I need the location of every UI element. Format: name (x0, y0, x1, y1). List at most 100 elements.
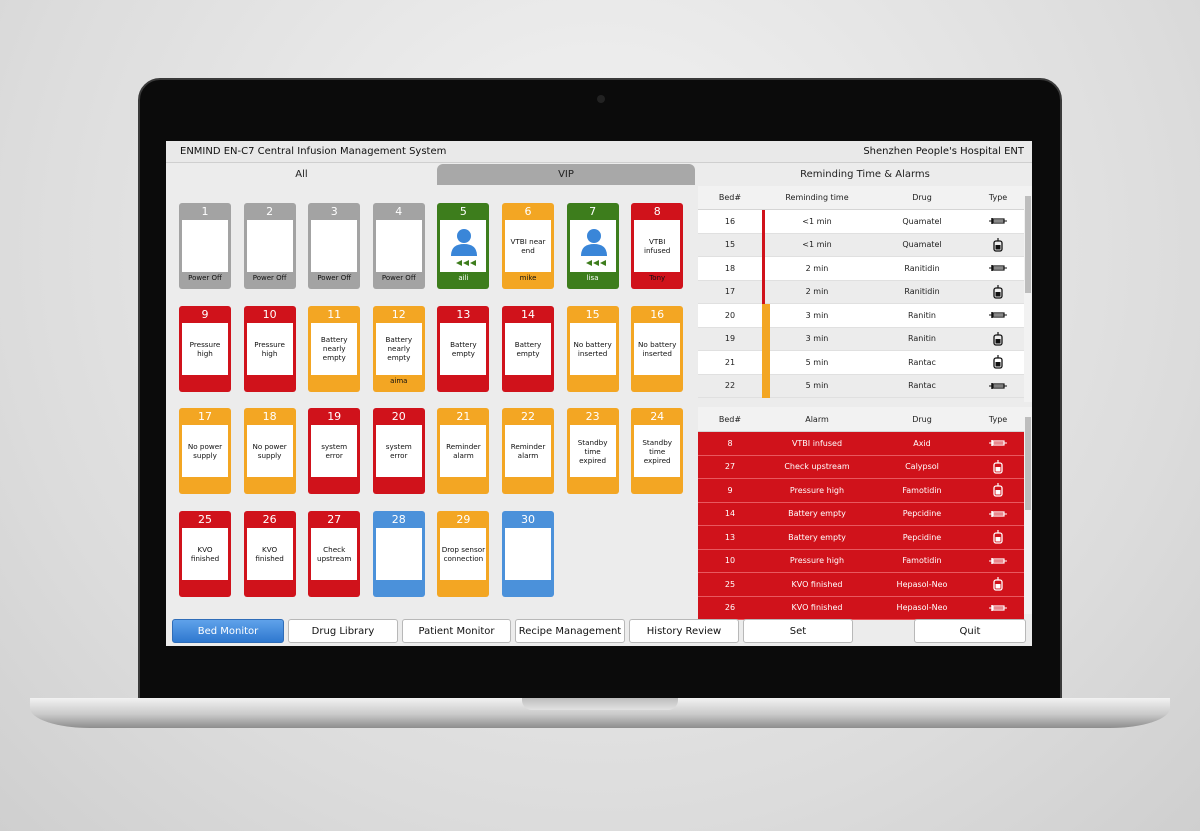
bed-card[interactable]: 16 No battery inserted (631, 305, 684, 392)
bed-card[interactable]: 20 system error (372, 408, 425, 494)
nav-button[interactable]: Quit (914, 619, 1026, 643)
cell-alarm: Check upstream (784, 462, 850, 472)
scroll-thumb[interactable] (1025, 196, 1031, 294)
table-row[interactable]: 17 2 min Ranitidin (698, 280, 1024, 304)
bed-body: No power supply (246, 425, 293, 477)
bed-card[interactable]: 25 KVO finished (179, 510, 231, 597)
bed-message: Standby time expired (642, 437, 673, 465)
scrollbar[interactable] (1024, 186, 1032, 402)
bed-message: No power supply (187, 442, 223, 460)
cell-alarm: Battery empty (788, 509, 846, 519)
bed-card[interactable]: 3 Power Off (308, 203, 361, 289)
scrollbar[interactable] (1024, 407, 1032, 614)
nav-button[interactable]: Drug Library (288, 619, 398, 643)
bed-card[interactable]: 24 Standby time expired (631, 408, 684, 494)
bed-card[interactable]: 5 aili (437, 203, 490, 289)
laptop-notch (522, 698, 678, 710)
bed-number: 3 (330, 205, 338, 218)
type-cell (972, 328, 1024, 351)
table-row[interactable]: 16 <1 min Quamatel (698, 210, 1024, 234)
bed-card[interactable]: 8 VTBI infused Tony (631, 203, 684, 289)
bed-body (569, 220, 616, 272)
table-row[interactable]: 22 5 min Rantac (698, 374, 1024, 398)
table-row[interactable]: 13 Battery empty Pepcidine (698, 526, 1024, 550)
bed-card[interactable]: 14 Battery empty (502, 305, 554, 392)
bed-card[interactable]: 13 Battery empty (437, 305, 490, 392)
bed-number: 12 (391, 307, 406, 321)
bed-footer: aili (458, 274, 469, 282)
table-row[interactable]: 15 <1 min Quamatel (698, 233, 1024, 257)
table-row[interactable]: 27 Check upstream Calypsol (698, 455, 1024, 479)
tab[interactable]: All (166, 164, 437, 185)
bed-card[interactable]: 19 system error (308, 408, 361, 494)
table-row[interactable]: 20 3 min Ranitin (698, 304, 1024, 328)
bed-number: 10 (262, 307, 277, 321)
time-bar (762, 233, 765, 257)
scroll-thumb[interactable] (1025, 417, 1031, 511)
table-row[interactable]: 21 5 min Rantac (698, 351, 1024, 375)
nav-button[interactable]: Recipe Management (515, 619, 625, 643)
bed-card[interactable]: 26 KVO finished (243, 510, 296, 597)
column-header: Alarm (805, 414, 829, 424)
bag-icon (993, 237, 1003, 252)
bed-message: Battery nearly empty (385, 335, 413, 362)
tab[interactable]: VIP (437, 164, 695, 185)
bed-number: 16 (650, 307, 665, 321)
bed-card[interactable]: 9 Pressure high (179, 305, 231, 392)
bed-message: Battery nearly empty (320, 335, 348, 362)
bed-card[interactable]: 17 No power supply (179, 408, 231, 494)
bed-card[interactable]: 23 Standby time expired (566, 408, 619, 494)
table-row[interactable]: 26 KVO finished Hepasol-Neo (698, 596, 1024, 620)
nav-button[interactable]: Bed Monitor (172, 619, 284, 643)
nav-button[interactable]: Set (743, 619, 853, 643)
vip-patient-icon (451, 229, 478, 266)
bed-card[interactable]: 22 Reminder alarm (502, 408, 554, 494)
bed-body: Battery nearly empty (311, 322, 358, 375)
type-cell (972, 526, 1024, 549)
nav-button[interactable]: History Review (629, 619, 739, 643)
nav-button[interactable]: Patient Monitor (402, 619, 511, 643)
cell-time: 2 min (805, 287, 829, 297)
bed-body: system error (311, 425, 358, 477)
header-bar: ENMIND EN-C7 Central Infusion Management… (166, 141, 1032, 163)
table-row[interactable]: 9 Pressure high Famotidin (698, 479, 1024, 503)
cell-drug: Famotidin (902, 556, 942, 566)
type-cell (972, 375, 1024, 398)
table-row[interactable]: 8 VTBI infused Axid (698, 432, 1024, 456)
cell-alarm: Pressure high (789, 556, 845, 566)
bed-card[interactable]: 29 Drop sensor connection (437, 510, 490, 597)
cell-drug: Hepasol-Neo (896, 579, 948, 589)
bed-card[interactable]: 2 Power Off (243, 203, 296, 289)
bed-card[interactable]: 4 Power Off (372, 203, 425, 289)
table-row[interactable]: 14 Battery empty Pepcidine (698, 502, 1024, 526)
bed-card[interactable]: 30 (502, 510, 554, 597)
type-cell (972, 257, 1024, 280)
bed-card[interactable]: 18 No power supply (243, 408, 296, 494)
bag-icon (993, 459, 1003, 474)
bed-card[interactable]: 15 No battery inserted (566, 305, 619, 392)
type-cell (972, 351, 1024, 374)
table-row[interactable]: 25 KVO finished Hepasol-Neo (698, 573, 1024, 597)
cell-bed: 14 (724, 509, 736, 519)
column-header: Type (988, 193, 1008, 202)
bed-body: Battery nearly empty (375, 322, 422, 375)
bed-card[interactable]: 1 Power Off (179, 203, 231, 289)
bed-card[interactable]: 11 Battery nearly empty (308, 305, 361, 392)
cell-bed: 9 (727, 485, 733, 495)
bed-card[interactable]: 7 lisa (566, 203, 619, 289)
table-row[interactable]: 10 Pressure high Famotidin (698, 549, 1024, 573)
bed-card[interactable]: 21 Reminder alarm (437, 408, 490, 494)
cell-bed: 8 (727, 438, 733, 448)
bed-card[interactable]: 6 VTBI near end mike (502, 203, 554, 289)
cell-bed: 22 (724, 381, 736, 391)
bed-card[interactable]: 27 Check upstream (308, 510, 361, 597)
table-row[interactable]: 18 2 min Ranitidin (698, 257, 1024, 281)
bed-card[interactable]: 10 Pressure high (243, 305, 296, 392)
bed-body (375, 527, 422, 580)
table-row[interactable]: 19 3 min Ranitin (698, 327, 1024, 351)
bed-card[interactable]: 12 Battery nearly empty aima (372, 305, 425, 392)
cell-alarm: Battery empty (788, 532, 846, 542)
time-bar (762, 210, 765, 234)
bed-card[interactable]: 28 (372, 510, 425, 597)
bed-number: 29 (456, 512, 471, 526)
